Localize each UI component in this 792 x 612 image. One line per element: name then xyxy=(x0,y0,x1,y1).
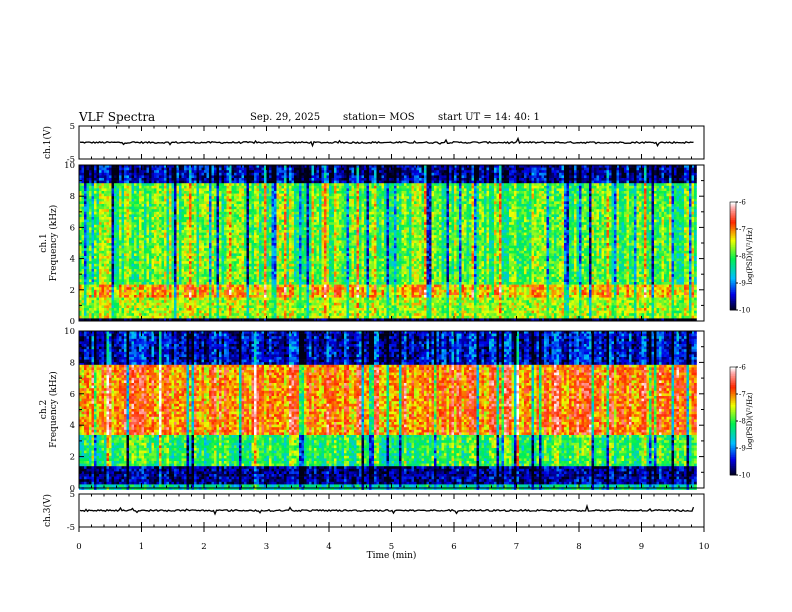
colorbar-tick-label: -7 xyxy=(739,391,746,399)
x-tick-label: 1 xyxy=(139,542,144,552)
waveform-line-ch3-waveform xyxy=(80,506,694,514)
x-tick-label: 7 xyxy=(514,542,519,552)
y-tick-label-ch2-spectrogram: 10 xyxy=(64,327,75,337)
colorbar-tick-label: -8 xyxy=(739,253,746,261)
y-tick-label-ch3-waveform: -5 xyxy=(67,523,75,533)
spectrogram-ch1-spectrogram xyxy=(79,165,697,321)
colorbar-tick-label: -10 xyxy=(739,472,750,480)
y-axis-label-ch1-spectrogram: Frequency (kHz) xyxy=(48,205,59,282)
y-tick-label-ch1-waveform: 5 xyxy=(70,122,75,132)
x-tick-label: 6 xyxy=(451,542,456,552)
x-tick-label: 3 xyxy=(264,542,269,552)
colorbar-tick-label: -9 xyxy=(739,280,746,288)
colorbar-label: log(PSD)(V²/Hz) xyxy=(746,392,754,449)
colorbar-tick-label: -9 xyxy=(739,445,746,453)
colorbar-tick-label: -8 xyxy=(739,418,746,426)
x-tick-label: 9 xyxy=(639,542,644,552)
y-tick-label-ch1-spectrogram: 0 xyxy=(70,317,75,327)
y-axis-label-ch2-spectrogram: Frequency (kHz) xyxy=(48,371,59,448)
y-tick-label-ch1-spectrogram: 10 xyxy=(64,161,75,171)
y-axis-label-ch1-waveform: ch.1(V) xyxy=(42,126,53,159)
waveform-line-ch1-waveform xyxy=(80,139,694,146)
y-tick-label-ch2-spectrogram: 2 xyxy=(70,453,75,463)
colorbar-label: log(PSD)(V²/Hz) xyxy=(746,227,754,284)
colorbar-ch1-spectrogram: -6 -7 -8 -9 -10 log(PSD)(V²/Hz) xyxy=(730,199,754,315)
colorbar-ch2-spectrogram: -6 -7 -8 -9 -10 log(PSD)(V²/Hz) xyxy=(730,364,754,480)
colorbar-tick-label: -6 xyxy=(739,199,746,207)
x-tick-label: 0 xyxy=(76,542,81,552)
x-tick-label: 8 xyxy=(576,542,581,552)
panel-ch1-spectrogram: 0 2 4 6 8 10 ch.1 Frequency (kHz) xyxy=(39,161,704,327)
y-tick-label-ch2-spectrogram: 8 xyxy=(70,358,75,368)
x-axis-label: Time (min) xyxy=(367,550,417,561)
y-axis-label-ch3-waveform: ch.3(V) xyxy=(42,494,53,527)
x-tick-label: 2 xyxy=(201,542,206,552)
panel-ch3-waveform: 5 -5 ch.3(V) xyxy=(42,490,704,533)
panel-ch1-waveform: 5-5ch.1(V) xyxy=(42,122,704,165)
y-tick-label-ch1-spectrogram: 4 xyxy=(70,255,75,265)
y-tick-label-ch1-spectrogram: 8 xyxy=(70,192,75,202)
y-axis-label-ch2-spectrogram: ch.2 xyxy=(39,400,49,419)
colorbar-tick-label: -10 xyxy=(739,307,750,315)
x-tick-label: 10 xyxy=(699,542,710,552)
colorbar-tick-label: -7 xyxy=(739,226,746,234)
y-tick-label-ch1-spectrogram: 2 xyxy=(70,286,75,296)
y-tick-label-ch2-spectrogram: 6 xyxy=(70,390,75,400)
colorbar-tick-label: -6 xyxy=(739,364,746,372)
y-tick-label-ch3-waveform: 5 xyxy=(70,490,75,500)
y-tick-label-ch2-spectrogram: 4 xyxy=(70,421,75,431)
y-axis-label-ch1-spectrogram: ch.1 xyxy=(39,233,49,252)
y-tick-label-ch1-spectrogram: 6 xyxy=(70,223,75,233)
colorbars-group: -6 -7 -8 -9 -10 log(PSD)(V²/Hz) -6 -7 -8 -9 -10 log… xyxy=(730,199,754,480)
x-tick-label: 4 xyxy=(326,542,331,552)
spectrogram-ch2-spectrogram xyxy=(79,331,697,490)
